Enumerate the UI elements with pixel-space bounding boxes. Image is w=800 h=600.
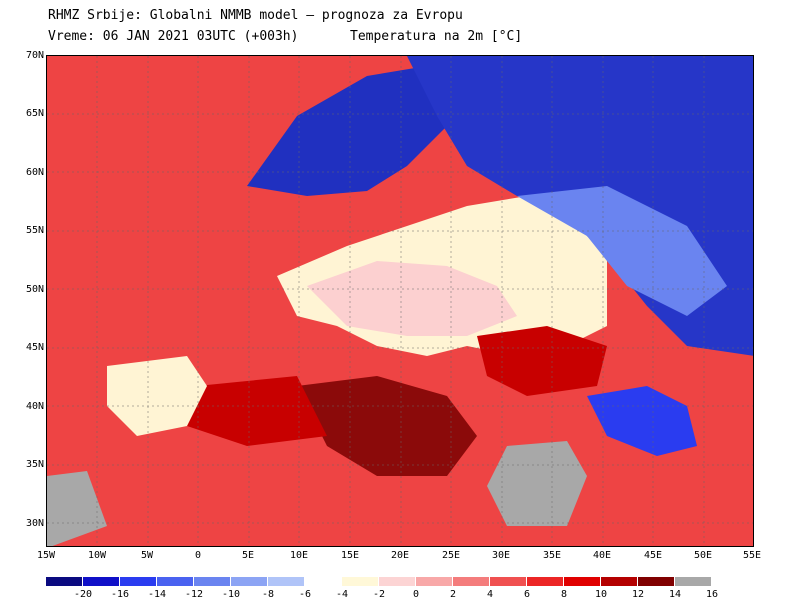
colorbar-label: -8: [261, 589, 275, 600]
lon-label-35e: 35E: [542, 550, 562, 561]
mediterranean-warm-area: [297, 376, 477, 476]
lat-label-50n: 50N: [25, 284, 44, 295]
lat-label-40n: 40N: [25, 401, 44, 412]
colorbar-label: -6: [298, 589, 312, 600]
colorbar-label: 8: [560, 589, 568, 600]
lat-label-45n: 45N: [25, 342, 44, 353]
colorbar-label: 14: [668, 589, 682, 600]
lat-label-30n: 30N: [25, 518, 44, 529]
missing-data-area-east: [487, 441, 587, 526]
variable-label: Temperatura na 2m [°C]: [350, 29, 523, 44]
lat-label-35n: 35N: [25, 459, 44, 470]
lat-label-65n: 65N: [25, 108, 44, 119]
colorbar-label: -10: [221, 589, 241, 600]
colorbar-label: 10: [594, 589, 608, 600]
lon-label-40e: 40E: [592, 550, 612, 561]
map-title: RHMZ Srbije: Globalni NMMB model — progn…: [48, 8, 463, 23]
lat-label-55n: 55N: [25, 225, 44, 236]
colorbar-swatch: [194, 577, 230, 586]
colorbar-label: -14: [147, 589, 167, 600]
black-sea-warm-area: [477, 326, 607, 396]
temperature-map: [46, 55, 754, 547]
lon-label-20e: 20E: [390, 550, 410, 561]
colorbar-swatch: [490, 577, 526, 586]
scandinavia-cold-area: [247, 66, 477, 196]
colorbar-swatch: [268, 577, 304, 586]
colorbar-swatch: [83, 577, 119, 586]
iberia-land: [107, 356, 207, 436]
colorbar: [46, 577, 712, 586]
east-europe-cool-area: [517, 186, 727, 316]
lon-label-55e: 55E: [742, 550, 762, 561]
colorbar-label: -16: [110, 589, 130, 600]
colorbar-swatch: [527, 577, 563, 586]
colorbar-label: 4: [486, 589, 494, 600]
lon-label-5w: 5W: [140, 550, 154, 561]
colorbar-swatch: [416, 577, 452, 586]
colorbar-swatch: [379, 577, 415, 586]
colorbar-label: -2: [372, 589, 386, 600]
colorbar-swatch: [638, 577, 674, 586]
graticule: [47, 56, 753, 546]
colorbar-label: 2: [449, 589, 457, 600]
lon-label-50e: 50E: [693, 550, 713, 561]
lon-label-15w: 15W: [36, 550, 56, 561]
colorbar-swatch: [157, 577, 193, 586]
central-europe-area: [307, 261, 517, 336]
colorbar-label: 12: [631, 589, 645, 600]
colorbar-swatch: [120, 577, 156, 586]
colorbar-swatch: [46, 577, 82, 586]
colorbar-swatch: [305, 577, 341, 586]
lon-label-15e: 15E: [340, 550, 360, 561]
colorbar-swatch: [564, 577, 600, 586]
lon-label-10e: 10E: [289, 550, 309, 561]
forecast-time: Vreme: 06 JAN 2021 03UTC (+003h): [48, 29, 299, 44]
colorbar-label: 16: [705, 589, 719, 600]
colorbar-label: -20: [73, 589, 93, 600]
west-mediterranean-area: [187, 376, 327, 446]
lon-label-10w: 10W: [87, 550, 107, 561]
lat-label-60n: 60N: [25, 167, 44, 178]
lon-label-25e: 25E: [441, 550, 461, 561]
colorbar-swatch: [231, 577, 267, 586]
lon-label-0: 0: [194, 550, 202, 561]
lon-label-5e: 5E: [241, 550, 255, 561]
lon-label-45e: 45E: [643, 550, 663, 561]
colorbar-swatch: [601, 577, 637, 586]
colorbar-label: 0: [412, 589, 420, 600]
lat-label-70n: 70N: [25, 50, 44, 61]
lon-label-30e: 30E: [491, 550, 511, 561]
colorbar-label: -12: [184, 589, 204, 600]
missing-data-area-west: [47, 471, 107, 546]
colorbar-swatch: [675, 577, 711, 586]
colorbar-label: 6: [523, 589, 531, 600]
colorbar-swatch: [453, 577, 489, 586]
map-svg: [47, 56, 753, 546]
turkey-cold-area: [587, 386, 697, 456]
colorbar-label: -4: [335, 589, 349, 600]
colorbar-swatch: [342, 577, 378, 586]
